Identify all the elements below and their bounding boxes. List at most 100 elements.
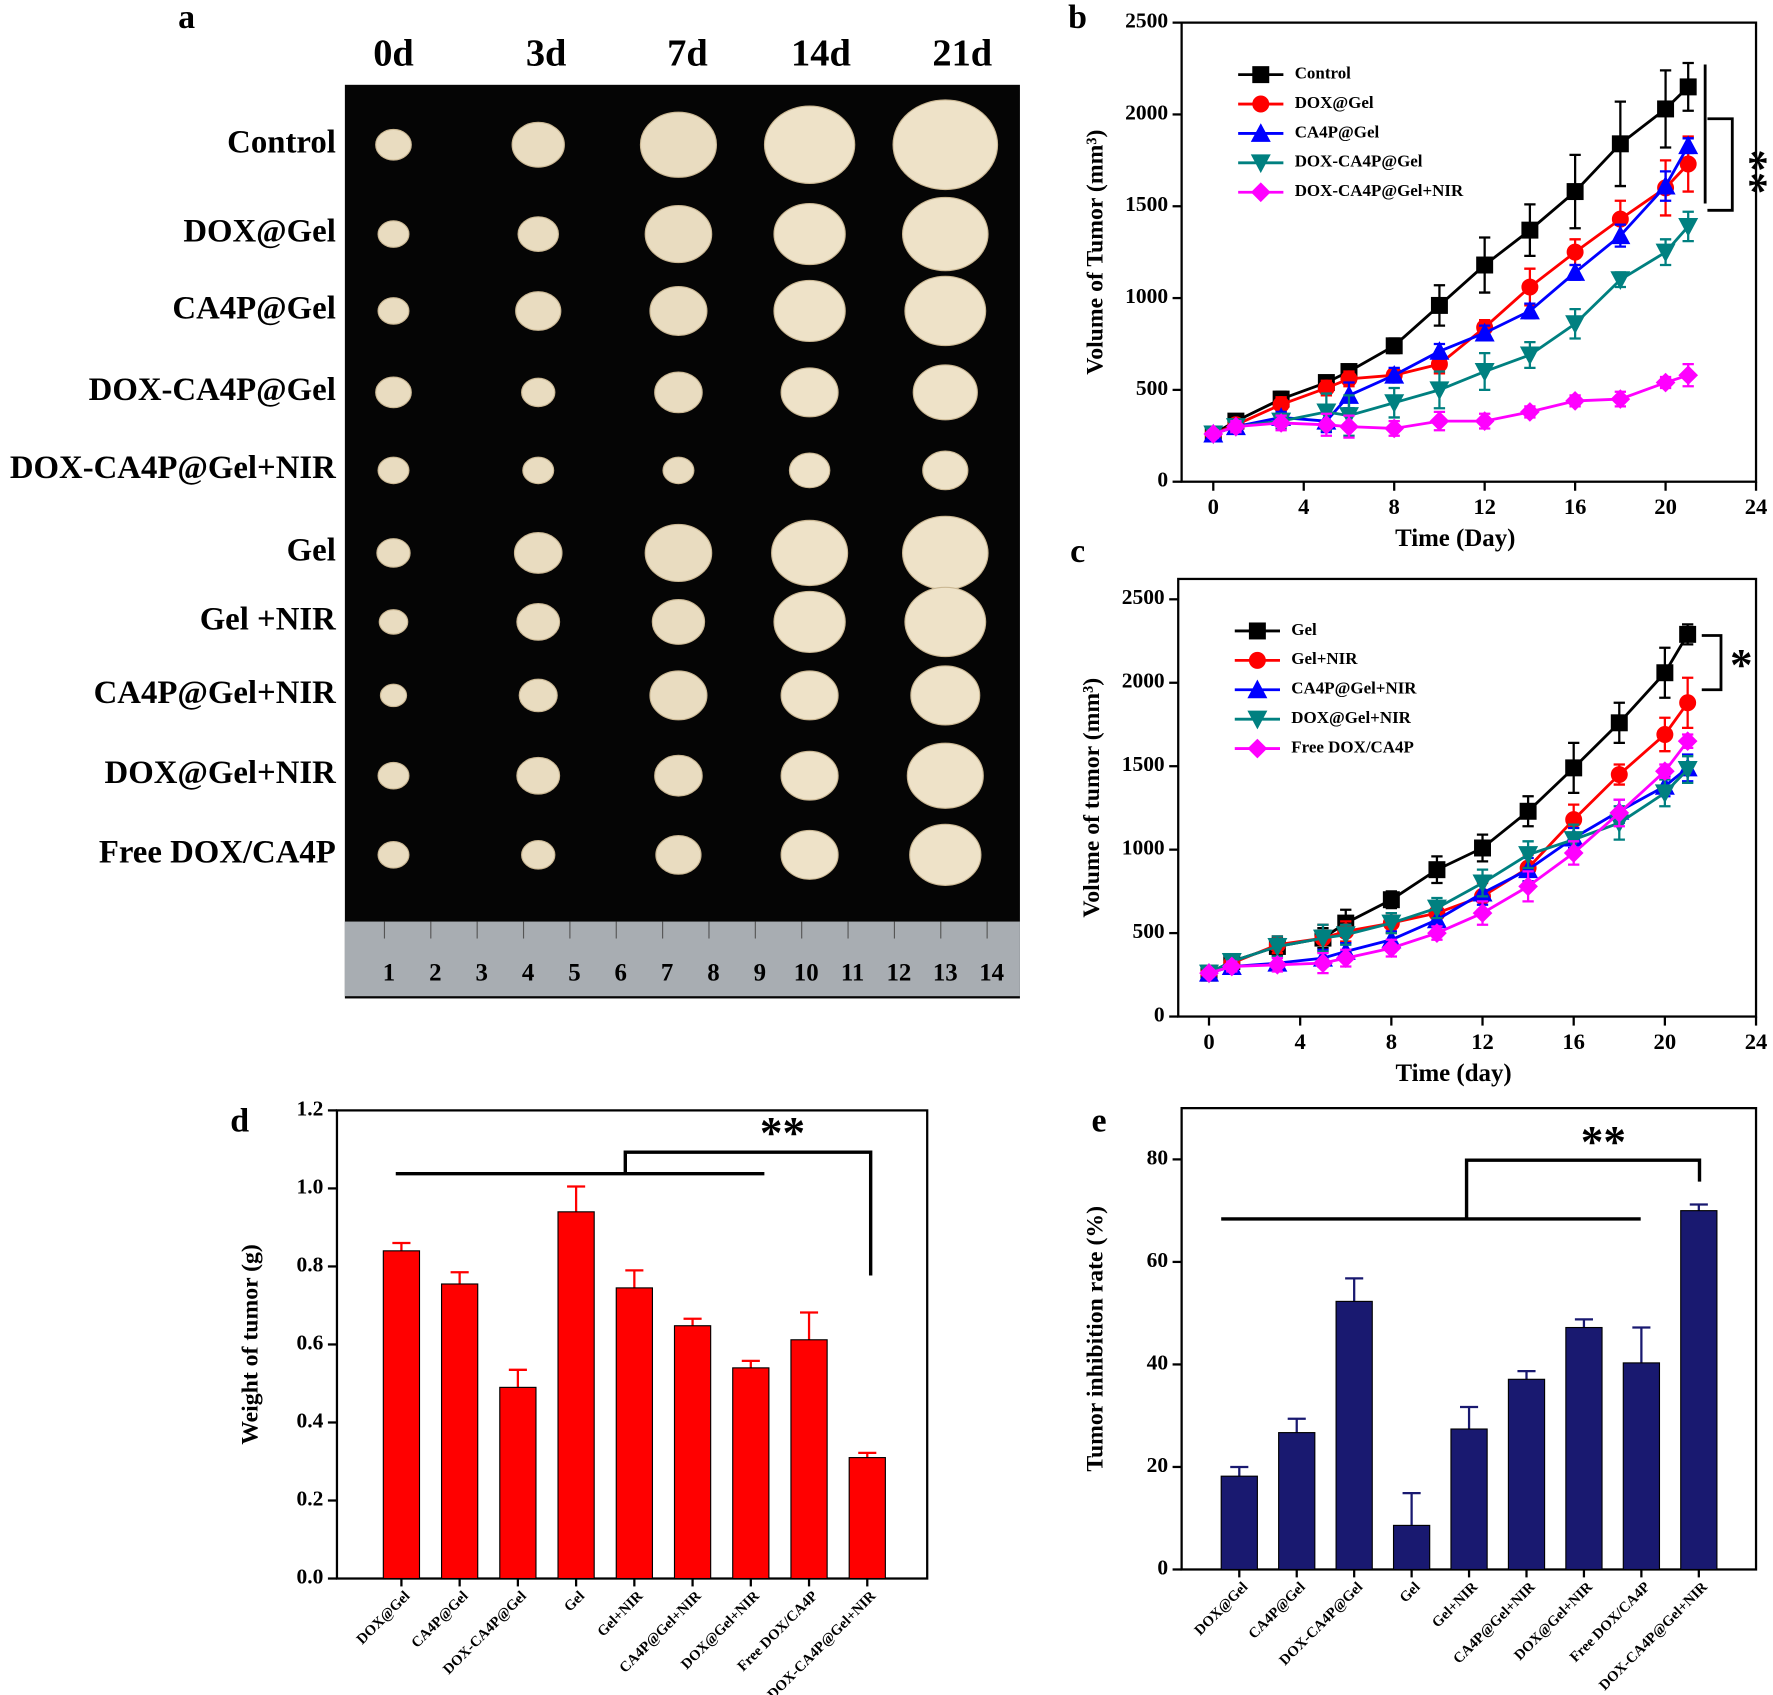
marker — [1382, 891, 1400, 909]
marker — [1518, 876, 1538, 897]
group-label: DOX-CA4P@Gel+NIR — [10, 450, 336, 486]
y-tick-label: 0.4 — [297, 1408, 324, 1432]
marker — [1199, 963, 1219, 983]
tumor — [901, 515, 989, 591]
tumor — [379, 683, 408, 708]
marker — [1565, 759, 1583, 777]
tumor — [375, 128, 412, 161]
tumor — [518, 678, 558, 713]
marker — [1267, 937, 1288, 957]
y-tick-label: 2000 — [1125, 100, 1168, 124]
tumor — [662, 456, 695, 485]
y-axis-label: Volume of Tumor (mm³) — [1082, 130, 1108, 375]
marker — [1271, 413, 1291, 433]
plot-frame — [1177, 577, 1758, 1018]
bar — [848, 1457, 886, 1580]
marker — [1429, 381, 1450, 401]
tumor — [377, 297, 410, 325]
marker — [1678, 135, 1699, 155]
error-bar — [683, 1317, 702, 1326]
tumor — [517, 216, 559, 252]
tumor — [375, 376, 412, 409]
y-tick-label: 0.6 — [297, 1330, 324, 1354]
y-axis-label: Tumor inhibition rate (%) — [1082, 1206, 1108, 1472]
y-tick-label: 1500 — [1122, 752, 1165, 776]
tumor — [377, 761, 410, 790]
error-bar — [392, 1241, 411, 1251]
legend-label: DOX-CA4P@Gel+NIR — [1295, 181, 1464, 200]
error-bar — [741, 1359, 760, 1368]
tumor — [910, 665, 981, 726]
error-bar — [1230, 1465, 1249, 1477]
marker — [1312, 929, 1333, 949]
ruler-label: 14 — [979, 959, 1004, 986]
marker — [1565, 391, 1585, 411]
legend-marker — [1250, 123, 1271, 142]
marker — [1384, 418, 1405, 439]
x-tick-label: 20 — [1654, 1029, 1677, 1054]
ruler-label: 7 — [661, 959, 673, 986]
panel-label: b — [1068, 0, 1087, 36]
y-tick-label: 0.8 — [297, 1252, 324, 1276]
x-tick-label: Gel — [561, 1588, 588, 1615]
x-tick-label: 24 — [1745, 1029, 1768, 1054]
significance-label: * — [1730, 640, 1753, 690]
y-tick-label: 80 — [1147, 1145, 1168, 1169]
tumor — [521, 840, 556, 870]
bar — [615, 1287, 654, 1580]
marker — [1474, 839, 1492, 857]
bar — [499, 1386, 537, 1580]
tumor — [780, 829, 839, 880]
marker — [1426, 899, 1447, 919]
marker — [1678, 365, 1699, 386]
bar — [790, 1339, 828, 1580]
y-tick-label: 500 — [1132, 919, 1164, 943]
significance-label: ** — [760, 1108, 805, 1158]
marker — [1381, 938, 1402, 958]
x-tick-label: 12 — [1471, 1029, 1494, 1054]
bar — [1278, 1432, 1316, 1571]
legend-marker — [1250, 154, 1271, 174]
tumor — [906, 742, 984, 809]
marker — [1679, 694, 1697, 712]
timepoint-label: 0d — [373, 32, 414, 74]
marker — [1316, 414, 1337, 435]
tumor — [511, 121, 565, 168]
marker — [1679, 155, 1697, 173]
legend-marker — [1248, 651, 1266, 669]
x-tick-label: 24 — [1745, 494, 1768, 519]
timepoint-label: 21d — [932, 32, 992, 74]
bar — [1392, 1524, 1431, 1571]
ruler — [344, 921, 1020, 997]
ruler-label: 8 — [707, 959, 719, 986]
tumor — [773, 202, 846, 266]
tumor — [788, 452, 831, 489]
legend-label: Gel — [1291, 620, 1317, 639]
bar — [557, 1211, 595, 1580]
y-axis-label: Weight of tumor (g) — [238, 1244, 264, 1445]
y-tick-label: 0 — [1157, 1555, 1168, 1579]
marker — [1384, 364, 1405, 384]
tumor — [649, 285, 708, 336]
tumor — [639, 111, 718, 178]
significance-bracket — [1703, 64, 1734, 212]
error-bar — [1574, 1318, 1593, 1328]
marker — [1474, 363, 1495, 382]
x-tick-label: 20 — [1654, 494, 1677, 519]
group-label: Gel — [287, 532, 336, 568]
bar — [1680, 1210, 1718, 1571]
bar — [1450, 1428, 1488, 1571]
marker — [1518, 846, 1539, 865]
legend-label: Free DOX/CA4P — [1291, 737, 1414, 756]
group-label: DOX-CA4P@Gel — [89, 372, 336, 408]
marker — [1221, 956, 1242, 977]
error-bar — [1402, 1491, 1421, 1526]
marker — [1428, 861, 1446, 879]
tumor — [515, 291, 562, 331]
group-label: Gel +NIR — [200, 601, 336, 637]
panel-label: c — [1070, 533, 1085, 570]
x-tick-label: DOX@Gel — [1192, 1579, 1252, 1639]
tumor — [516, 603, 561, 641]
ruler-label: 9 — [754, 959, 766, 986]
marker — [1657, 100, 1675, 118]
